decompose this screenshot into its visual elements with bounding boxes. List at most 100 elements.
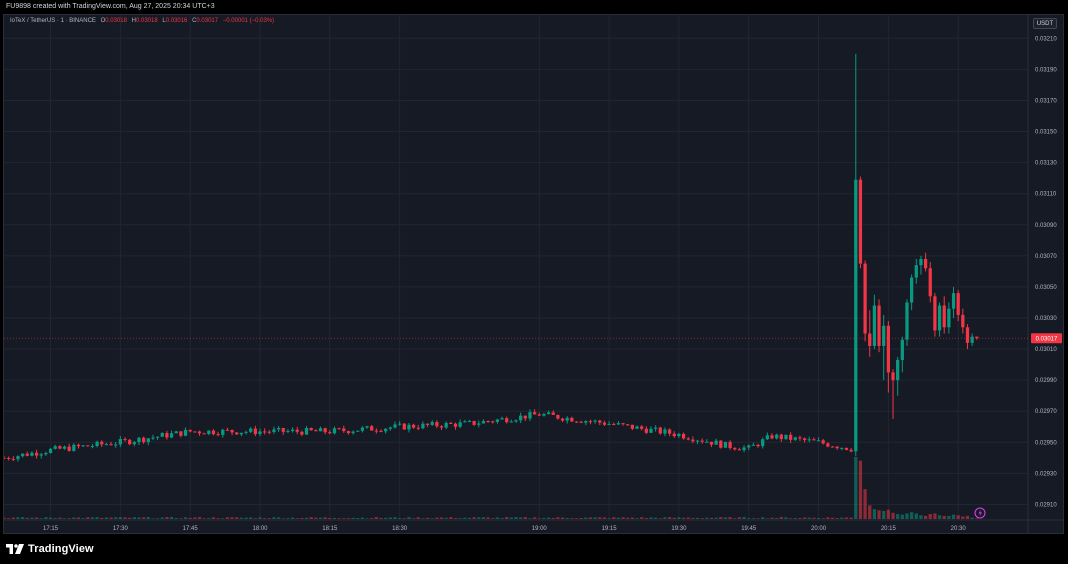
volume-bar <box>812 517 816 519</box>
legend-close-value: 0.03017 <box>196 18 219 24</box>
candle-body <box>328 432 332 434</box>
candle-body <box>263 431 267 433</box>
legend-symbol[interactable]: IoTeX / TetherUS · 1 · BINANCE <box>10 18 96 24</box>
volume-bar <box>151 518 155 519</box>
candle-body <box>39 454 43 456</box>
volume-bar <box>626 517 630 519</box>
candle-body <box>574 421 579 423</box>
volume-bar <box>779 517 783 519</box>
candle-body <box>7 457 11 459</box>
volume-bar <box>370 518 374 519</box>
last-price-label: 0.03017 <box>1036 336 1058 342</box>
candle-body <box>467 420 472 422</box>
volume-bar <box>965 515 970 519</box>
volume-bar <box>481 517 486 519</box>
volume-bar <box>463 517 467 519</box>
time-tick-label: 19:30 <box>671 526 687 532</box>
volume-bar <box>4 517 6 519</box>
candle-body <box>677 433 681 437</box>
volume-bar <box>221 518 225 519</box>
candle-body <box>276 428 281 430</box>
candle-body <box>667 429 672 434</box>
chart-credit-header: FU9898 created with TradingView.com, Aug… <box>0 0 1068 14</box>
volume-bar <box>612 517 616 519</box>
candle-body <box>588 421 593 423</box>
candle-body <box>644 428 648 433</box>
volume-bar <box>356 518 360 519</box>
candle-body <box>174 431 178 434</box>
candle-body <box>840 447 844 449</box>
time-tick-label: 18:15 <box>322 526 338 532</box>
candle-body <box>100 441 104 445</box>
volume-bar <box>263 518 267 519</box>
volume-bar <box>905 513 909 519</box>
candle-body <box>142 437 146 443</box>
volume-bar <box>300 517 304 519</box>
volume-bar <box>118 517 122 519</box>
chart-panel[interactable]: 0.03210 0.03190 0.03170 0.03150 0.03130 0.031… <box>3 14 1064 534</box>
volume-bar <box>123 517 127 519</box>
price-tick-label: 0.03010 <box>1035 347 1057 353</box>
candle-body <box>351 431 355 434</box>
volume-bar <box>169 517 174 519</box>
candle-body <box>118 439 122 445</box>
candle-body <box>761 439 765 447</box>
candle-body <box>728 441 732 448</box>
candle-body <box>593 420 597 422</box>
time-tick-label: 17:30 <box>113 526 129 532</box>
candle-body <box>72 444 76 451</box>
candle-body <box>830 446 835 448</box>
candle-body <box>546 412 551 415</box>
volume-bar <box>435 517 439 519</box>
candle-body <box>393 424 397 428</box>
candle-body <box>332 428 337 434</box>
volume-bar <box>951 514 956 519</box>
tradingview-logo[interactable]: TradingView <box>6 543 94 555</box>
tradingview-logo-icon <box>6 544 24 554</box>
candle-body <box>114 444 118 446</box>
volume-bar <box>914 513 918 519</box>
volume-bar <box>654 517 658 519</box>
currency-button[interactable]: USDT <box>1033 18 1057 29</box>
volume-bar <box>267 518 271 519</box>
volume-bar <box>188 518 192 519</box>
candle-body <box>640 426 644 429</box>
volume-bar <box>961 516 965 519</box>
volume-bar <box>616 517 621 519</box>
volume-bar <box>104 517 109 519</box>
volume-bar <box>253 518 257 519</box>
volume-bar <box>235 517 239 519</box>
volume-bar <box>747 518 751 519</box>
candle-body <box>286 431 290 433</box>
candle-body <box>602 422 607 425</box>
volume-bar <box>244 517 248 519</box>
candle-body <box>169 433 174 438</box>
candle-body <box>579 421 583 423</box>
candle-body <box>346 431 351 434</box>
volume-bar <box>90 517 95 519</box>
volume-bar <box>421 518 425 519</box>
volume-bar <box>76 517 81 519</box>
volume-bar <box>398 518 402 519</box>
volume-bar <box>230 517 234 519</box>
volume-bar <box>788 518 793 519</box>
volume-bar <box>830 517 835 519</box>
candle-body <box>937 305 942 331</box>
candle-body <box>304 428 309 435</box>
volume-bar <box>225 517 230 519</box>
candle-body <box>20 453 25 457</box>
volume-bar <box>546 517 551 519</box>
candle-body <box>770 435 774 439</box>
volume-bar <box>835 518 839 519</box>
volume-bar <box>328 517 332 519</box>
volume-bar <box>956 515 960 519</box>
candle-body <box>705 441 709 443</box>
volume-bar <box>975 518 979 519</box>
candle-body <box>519 415 523 421</box>
volume-bar <box>374 517 378 519</box>
candlestick-chart[interactable]: 0.03210 0.03190 0.03170 0.03150 0.03130 0.031… <box>4 15 1064 534</box>
candle-body <box>267 431 271 433</box>
volume-bar <box>886 509 890 519</box>
candle-body <box>472 420 476 425</box>
lightning-alert-icon[interactable] <box>974 507 986 519</box>
